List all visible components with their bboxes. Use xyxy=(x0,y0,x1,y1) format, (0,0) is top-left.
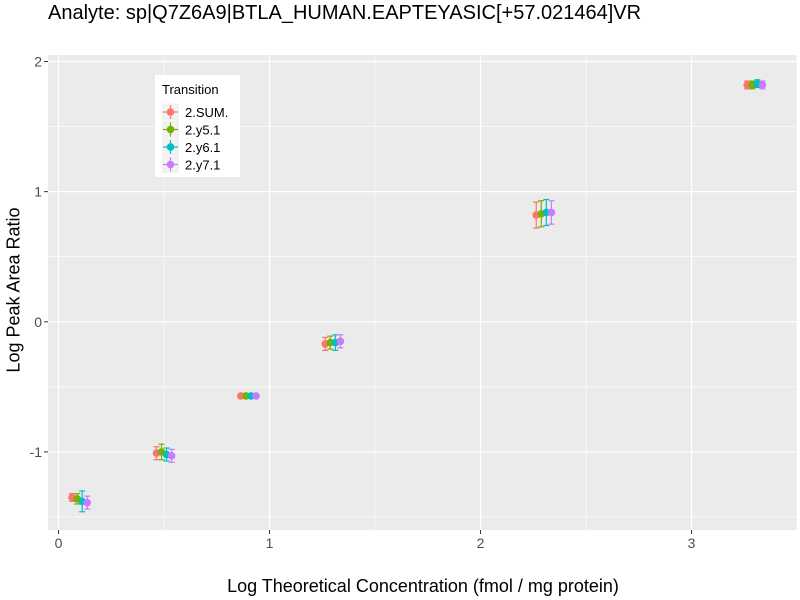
legend-label: 2.y7.1 xyxy=(185,158,220,173)
data-point xyxy=(336,337,345,346)
legend-label: 2.y6.1 xyxy=(185,140,220,155)
x-tick-label: 1 xyxy=(266,535,274,551)
grid-lines xyxy=(48,55,798,530)
y-tick-label: 1 xyxy=(34,184,42,200)
data-point xyxy=(252,392,260,400)
data-marks xyxy=(68,79,767,513)
legend-key-point xyxy=(166,108,175,116)
y-tick-label: -1 xyxy=(30,444,43,460)
legend-label: 2.SUM. xyxy=(185,105,228,120)
data-point xyxy=(758,81,767,89)
y-axis-label: Log Peak Area Ratio xyxy=(3,207,24,373)
data-point xyxy=(83,498,92,507)
axes: 0 1 2 3 -1 0 1 2 xyxy=(30,54,696,551)
legend-key-point xyxy=(166,143,175,151)
y-tick-label: 2 xyxy=(34,54,42,70)
x-tick-label: 0 xyxy=(55,535,63,551)
legend-key-point xyxy=(166,160,175,169)
legend-key-point xyxy=(166,125,175,134)
data-point xyxy=(167,452,176,460)
y-tick-label: 0 xyxy=(34,314,42,330)
x-tick-label: 3 xyxy=(688,535,696,551)
data-point xyxy=(547,208,556,217)
series-2.y7.1 xyxy=(83,80,767,510)
x-tick-label: 2 xyxy=(477,535,485,551)
legend: Transition 2.SUM. 2.y5.1 2.y6.1 2.y7.1 xyxy=(155,75,240,177)
x-axis-label: Log Theoretical Concentration (fmol / mg… xyxy=(227,576,619,596)
legend-title: Transition xyxy=(162,82,219,97)
legend-label: 2.y5.1 xyxy=(185,123,220,138)
chart-title: Analyte: sp|Q7Z6A9|BTLA_HUMAN.EAPTEYASIC… xyxy=(48,2,642,24)
